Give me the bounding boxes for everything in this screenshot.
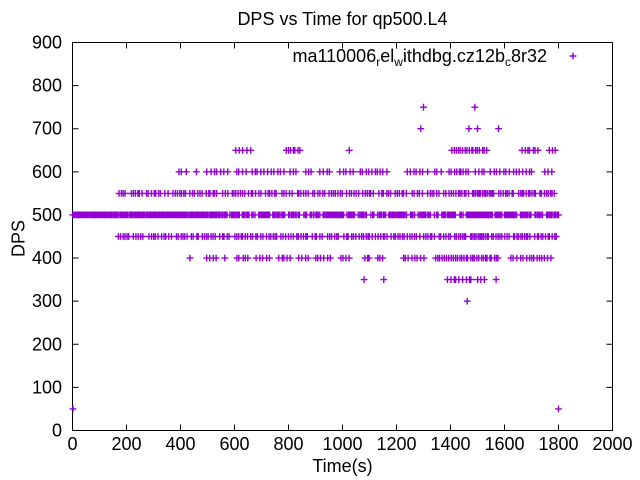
legend-series-label: ma110006relwithdbg.cz12bc8r32 xyxy=(292,46,547,69)
x-tick-label: 1600 xyxy=(484,434,524,454)
x-tick-label: 0 xyxy=(67,434,77,454)
x-axis-label: Time(s) xyxy=(312,456,373,476)
x-tick-label: 2000 xyxy=(592,434,632,454)
y-tick-label: 800 xyxy=(32,76,62,96)
x-tick-label: 1400 xyxy=(430,434,470,454)
legend-key-marker-icon xyxy=(569,52,577,60)
y-tick-label: 600 xyxy=(32,162,62,182)
x-tick-label: 1000 xyxy=(322,434,362,454)
y-tick-label: 500 xyxy=(32,205,62,225)
y-tick-label: 0 xyxy=(52,421,62,441)
x-tick-label: 1200 xyxy=(376,434,416,454)
x-tick-label: 600 xyxy=(219,434,249,454)
legend: ma110006relwithdbg.cz12bc8r32 xyxy=(292,46,547,69)
scatter-points xyxy=(69,103,562,413)
y-axis-label: DPS xyxy=(8,220,29,258)
y-tick-label: 300 xyxy=(32,291,62,311)
y-tick-label: 400 xyxy=(32,248,62,268)
x-tick-label: 400 xyxy=(165,434,195,454)
x-tick-label: 200 xyxy=(111,434,141,454)
y-tick-label: 700 xyxy=(32,119,62,139)
y-tick-label: 200 xyxy=(32,334,62,354)
y-tick-label: 900 xyxy=(32,33,62,53)
y-tick-label: 100 xyxy=(32,377,62,397)
x-tick-label: 800 xyxy=(273,434,303,454)
x-tick-label: 1800 xyxy=(538,434,578,454)
chart-title: DPS vs Time for qp500.L4 xyxy=(237,9,448,29)
